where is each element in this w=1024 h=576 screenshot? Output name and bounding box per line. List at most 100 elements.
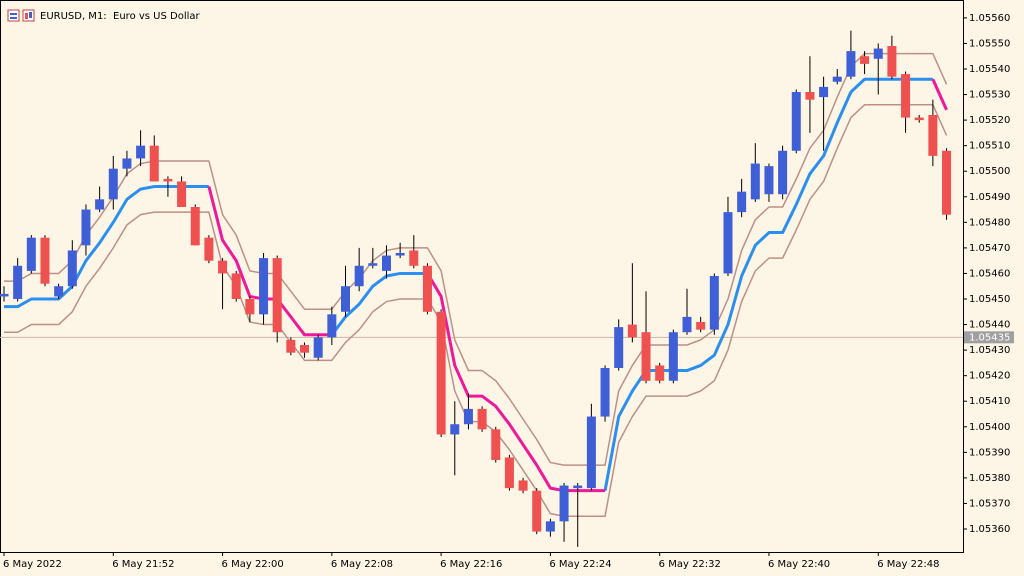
candle-body xyxy=(873,48,883,59)
candle-body xyxy=(491,429,501,460)
candle-body xyxy=(95,199,105,210)
x-tick-label: 6 May 22:48 xyxy=(877,559,939,570)
candle-body xyxy=(149,145,159,182)
y-tick-label: 1.05530 xyxy=(969,90,1010,101)
candle-body xyxy=(54,286,64,297)
candle-body xyxy=(942,150,952,215)
candle-body xyxy=(737,191,747,213)
candle-body xyxy=(300,345,310,353)
candle-body xyxy=(750,163,760,200)
candle-body xyxy=(901,74,911,118)
candle-body xyxy=(368,263,378,266)
y-tick-label: 1.05480 xyxy=(969,217,1010,228)
y-tick-label: 1.05420 xyxy=(969,371,1010,382)
candle-body xyxy=(395,253,405,256)
candle-body xyxy=(778,150,788,195)
x-tick-label: 6 May 22:16 xyxy=(440,559,502,570)
x-tick-label: 6 May 22:40 xyxy=(768,559,830,570)
x-tick-label: 6 May 22:32 xyxy=(659,559,721,570)
candle-body xyxy=(586,416,596,489)
candle-body xyxy=(231,273,241,299)
candle-body xyxy=(122,158,132,169)
y-tick-label: 1.05410 xyxy=(969,396,1010,407)
y-tick-label: 1.05370 xyxy=(969,498,1010,509)
chart-icons xyxy=(7,9,35,22)
candle-body xyxy=(190,207,200,246)
candle-body xyxy=(436,311,446,435)
candle-body xyxy=(559,485,569,522)
y-tick-label: 1.05450 xyxy=(969,294,1010,305)
candle-body xyxy=(928,115,938,156)
y-tick-label: 1.05440 xyxy=(969,320,1010,331)
candle-body xyxy=(655,365,665,381)
y-tick-label: 1.05360 xyxy=(969,524,1010,535)
chart-title: EURUSD, M1: Euro vs US Dollar xyxy=(40,11,201,22)
y-tick-label: 1.05400 xyxy=(969,422,1010,433)
candle-body xyxy=(914,117,924,121)
candle-body xyxy=(272,258,282,333)
y-tick-label: 1.05430 xyxy=(969,345,1010,356)
candle-body xyxy=(682,316,692,333)
candle-body xyxy=(204,237,214,261)
candle-body xyxy=(81,209,91,246)
candle-body xyxy=(354,265,364,287)
candle-body xyxy=(477,408,487,430)
candle-body xyxy=(327,314,337,338)
candle-body xyxy=(26,237,36,271)
candle-body xyxy=(67,250,77,287)
indicator-line xyxy=(931,78,948,111)
candle-body xyxy=(218,260,228,274)
candle-body xyxy=(381,255,391,271)
candle-body xyxy=(532,490,542,532)
candle-body xyxy=(245,299,255,315)
indicator-line xyxy=(426,272,606,493)
candle-body xyxy=(341,286,350,312)
candle-body xyxy=(259,258,269,315)
candle-body xyxy=(504,457,514,489)
candle-body xyxy=(805,92,815,100)
candle-body xyxy=(518,480,528,491)
x-tick-label: 6 May 2022 xyxy=(3,559,62,570)
candle-body xyxy=(463,408,473,425)
indicator-line xyxy=(4,185,209,309)
icon-detail xyxy=(10,13,17,15)
y-tick-label: 1.05500 xyxy=(969,166,1010,177)
candle-body xyxy=(668,332,678,381)
candle-body xyxy=(696,322,706,330)
candle-body xyxy=(545,521,555,532)
candle-body xyxy=(177,181,187,207)
candle-body xyxy=(846,51,856,77)
current-price-box xyxy=(964,331,1014,344)
candle-body xyxy=(723,212,733,274)
y-tick-label: 1.05540 xyxy=(969,64,1010,75)
y-tick-label: 1.05520 xyxy=(969,115,1010,126)
candle-body xyxy=(450,424,460,435)
candle-body xyxy=(832,76,842,82)
x-tick-label: 6 May 22:00 xyxy=(222,559,284,570)
candle-body xyxy=(409,250,419,266)
candle-body xyxy=(709,276,719,330)
candle-body xyxy=(313,337,323,358)
y-tick-label: 1.05470 xyxy=(969,243,1010,254)
y-tick-label: 1.05510 xyxy=(969,141,1010,152)
icon-detail xyxy=(10,17,17,19)
x-tick-label: 6 May 22:24 xyxy=(549,559,611,570)
candle-body xyxy=(136,145,146,159)
candle-body xyxy=(600,368,610,417)
icon-detail xyxy=(29,12,32,18)
indicator-line xyxy=(4,104,948,517)
candle-body xyxy=(764,166,774,195)
y-tick-label: 1.05550 xyxy=(969,38,1010,49)
indicator-line xyxy=(4,52,948,466)
icon xyxy=(7,9,20,22)
candle-body xyxy=(108,168,118,200)
candle-body xyxy=(614,327,624,368)
x-tick-label: 6 May 22:08 xyxy=(331,559,393,570)
candle-body xyxy=(887,46,897,77)
candle-body xyxy=(791,92,801,151)
candle-body xyxy=(819,86,829,98)
candle-body xyxy=(627,324,637,338)
y-tick-label: 1.05490 xyxy=(969,192,1010,203)
x-tick-label: 6 May 21:52 xyxy=(112,559,174,570)
icon-detail xyxy=(25,13,28,19)
